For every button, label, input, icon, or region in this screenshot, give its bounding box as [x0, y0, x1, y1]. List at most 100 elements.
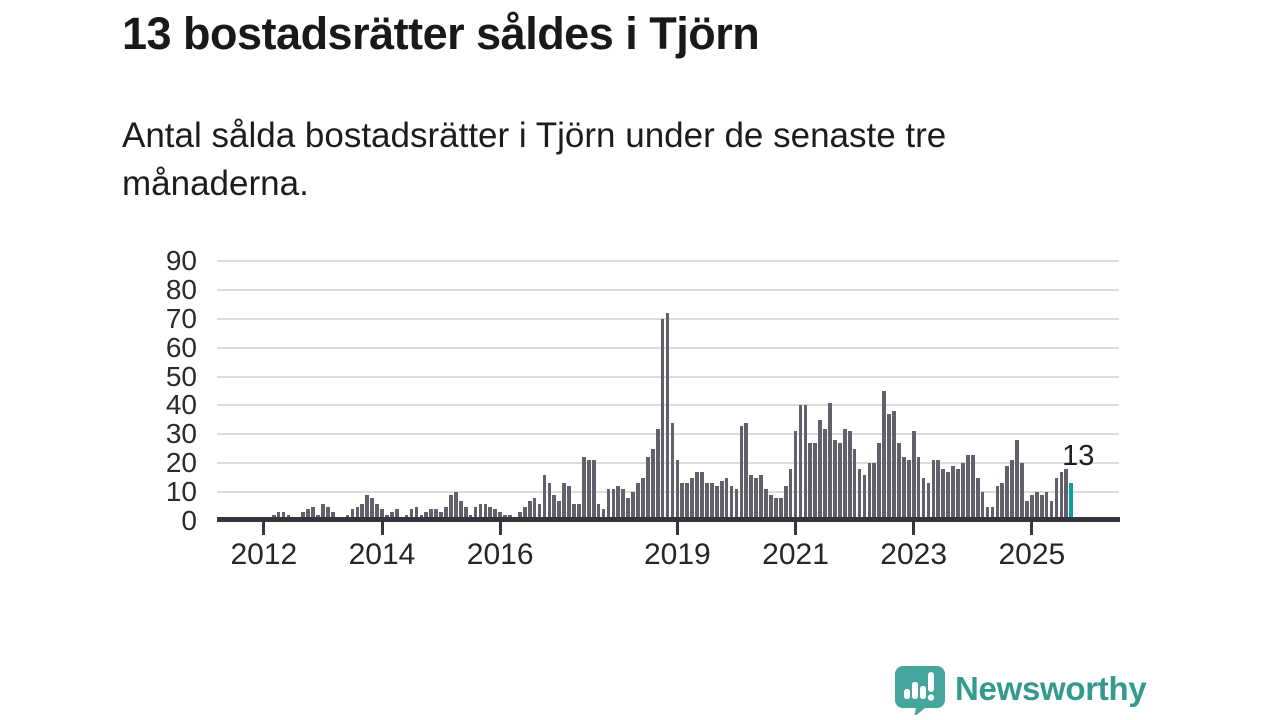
bar: [636, 483, 640, 521]
bar: [389, 512, 394, 521]
bar: [616, 486, 621, 521]
bar: [306, 509, 310, 521]
x-tick-2014: [380, 522, 384, 535]
bar: [842, 428, 847, 521]
bar: [882, 390, 886, 521]
bar: [803, 405, 808, 521]
bar: [901, 457, 906, 521]
bar: [961, 463, 965, 521]
bar: [527, 500, 532, 521]
y-axis-label-80: 80: [165, 273, 197, 305]
gridline-90: [217, 259, 1119, 262]
bar: [478, 503, 483, 521]
bar: [562, 483, 566, 521]
bar: [1010, 460, 1014, 521]
bar: [557, 500, 562, 521]
bar: [808, 442, 813, 521]
bar: [680, 483, 685, 521]
bar: [449, 494, 453, 521]
bar: [980, 492, 985, 521]
bar: [946, 471, 950, 521]
bar: [547, 483, 552, 521]
bar: [660, 318, 665, 521]
bar: [429, 509, 434, 521]
bar: [975, 477, 980, 521]
bar: [439, 512, 443, 521]
x-tick-2021: [794, 522, 798, 535]
bar: [375, 503, 379, 521]
bar: [965, 454, 970, 521]
bar: [931, 460, 936, 521]
bar: [887, 414, 891, 521]
bar: [586, 460, 591, 521]
bar: [572, 503, 576, 521]
bar-highlighted-latest: [1069, 483, 1074, 521]
bar: [1025, 500, 1029, 521]
bar: [828, 402, 832, 521]
bar: [542, 474, 547, 521]
bar: [823, 428, 827, 521]
bar: [956, 468, 960, 521]
bar: [1054, 477, 1059, 521]
chart-subtitle: Antal sålda bostadsrätter i Tjörn under …: [122, 116, 947, 203]
bar: [769, 494, 773, 521]
bar: [330, 512, 335, 521]
bar: [409, 509, 414, 521]
bar: [867, 463, 872, 521]
bar: [892, 411, 896, 521]
bar: [276, 512, 281, 521]
bar: [552, 494, 557, 521]
bar: [936, 460, 941, 521]
bar: [453, 492, 458, 521]
bar: [734, 489, 739, 521]
bar: [813, 442, 818, 521]
bar: [424, 512, 429, 521]
bar: [650, 448, 655, 521]
bar: [1039, 494, 1044, 521]
bar: [414, 506, 419, 521]
bar: [926, 483, 931, 521]
bar: [837, 442, 842, 521]
y-axis-label-50: 50: [165, 360, 197, 392]
newsworthy-logo: Newsworthy: [893, 663, 1163, 717]
newsworthy-logo-icon: [893, 663, 945, 717]
bar: [483, 503, 488, 521]
bar: [522, 506, 527, 521]
bar: [759, 474, 763, 521]
bar: [606, 489, 611, 521]
x-tick-2016: [498, 522, 502, 535]
x-axis-label-2016: 2016: [466, 538, 534, 571]
y-axis-label-0: 0: [181, 505, 197, 536]
bar: [488, 506, 493, 521]
bar: [764, 489, 768, 521]
bar: [444, 506, 448, 521]
y-axis-label-70: 70: [165, 302, 197, 334]
bar: [690, 477, 694, 521]
y-axis-label-30: 30: [165, 418, 197, 450]
bar: [281, 512, 286, 521]
bar: [783, 486, 788, 521]
bar: [970, 454, 975, 521]
bar: [941, 468, 946, 521]
x-tick-2025: [1030, 522, 1034, 535]
chart-title: 13 bostadsrätter såldes i Tjörn: [122, 8, 760, 59]
bar: [458, 500, 463, 521]
x-tick-2012: [262, 522, 266, 535]
bar: [995, 486, 1000, 521]
bar: [655, 428, 660, 521]
y-axis-label-20: 20: [165, 447, 197, 479]
bar: [700, 471, 704, 521]
y-axis-label-60: 60: [165, 331, 197, 363]
bar: [517, 512, 522, 521]
bar: [621, 489, 626, 521]
bar: [1029, 494, 1034, 521]
bar: [911, 431, 916, 521]
bar: [798, 405, 803, 521]
bar: [380, 509, 384, 521]
bar: [818, 419, 822, 521]
bar: [852, 448, 857, 521]
x-tick-2023: [912, 522, 916, 535]
bar: [1034, 492, 1039, 521]
bar: [1064, 468, 1069, 521]
